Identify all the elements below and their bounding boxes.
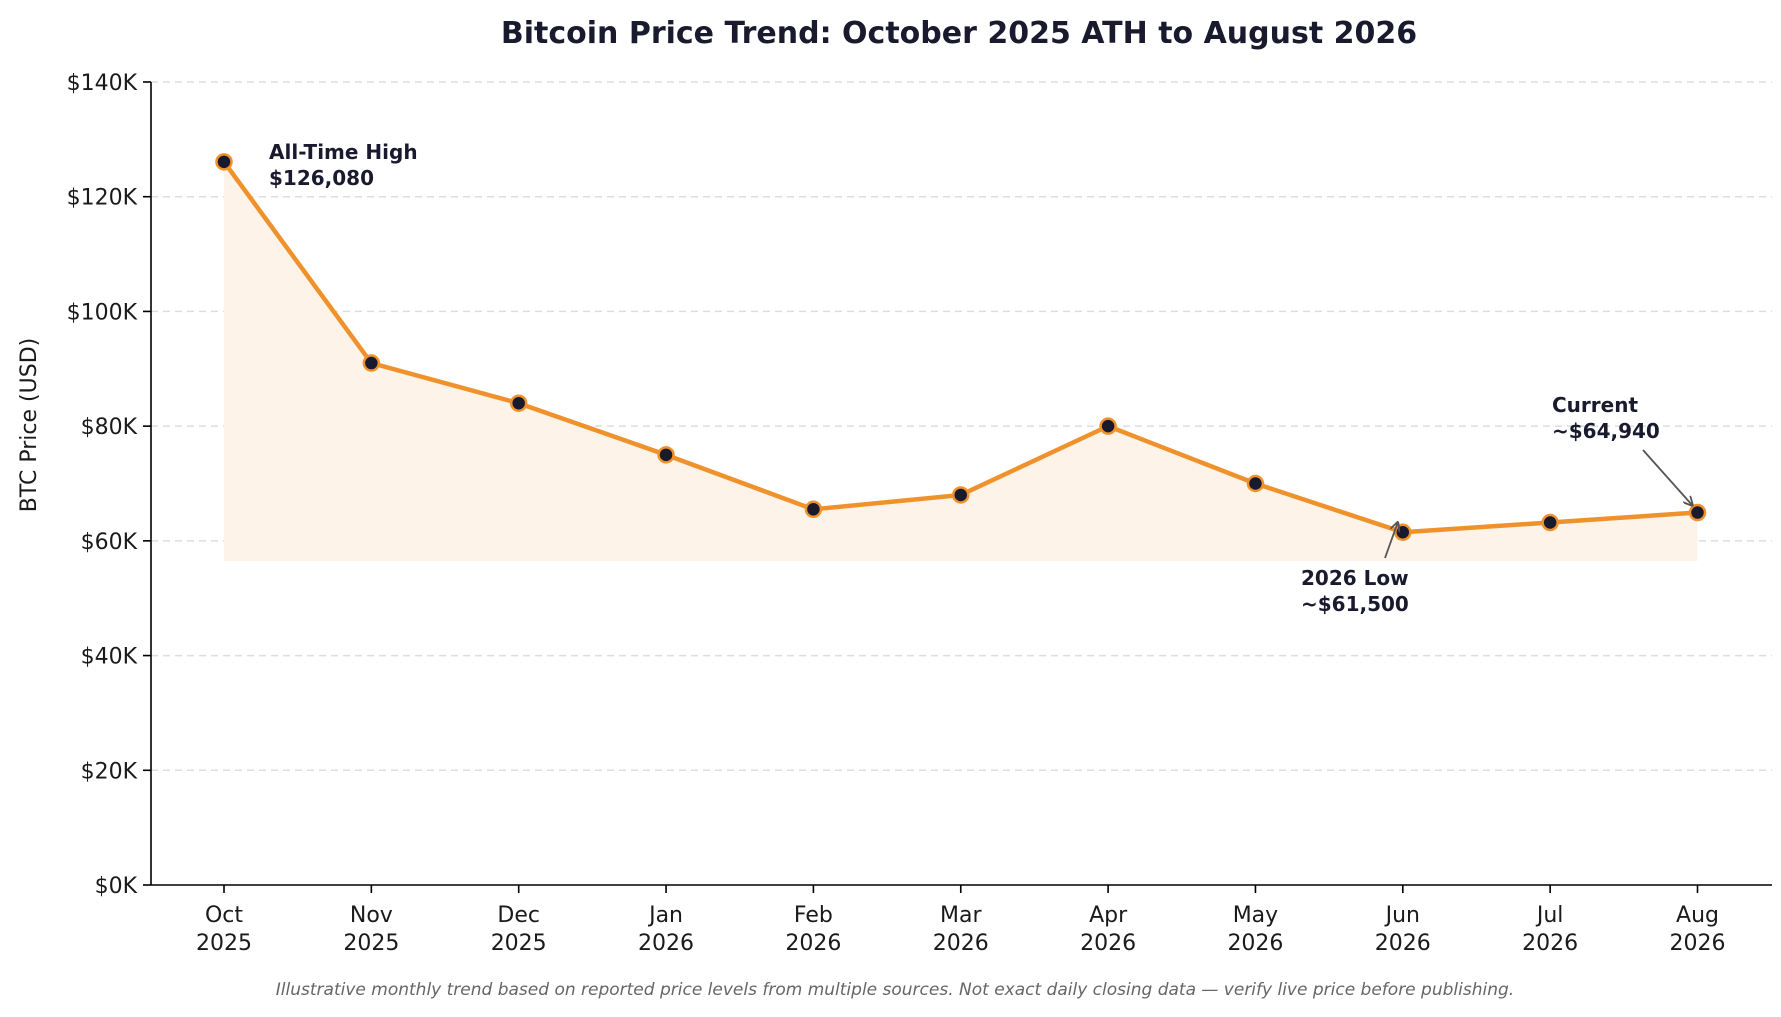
data-point-mar-2026 <box>952 486 970 504</box>
annotation-arrow-10 <box>1642 449 1693 506</box>
data-point-apr-2026 <box>1099 417 1117 435</box>
x-tick-label-year-0: 2025 <box>196 931 252 956</box>
data-point-jun-2026 <box>1394 523 1412 542</box>
x-tick-label-month-8: Jun <box>1384 903 1420 928</box>
y-tick-label-2: $40K <box>81 645 138 670</box>
x-tick-label-month-9: Jul <box>1535 903 1564 928</box>
x-tick-label-year-6: 2026 <box>1080 931 1136 956</box>
x-tick-label-month-0: Oct <box>205 903 243 928</box>
footnote: Illustrative monthly trend based on repo… <box>276 980 1514 1000</box>
x-tick-label-year-2: 2025 <box>491 931 547 956</box>
annotation-10-line-1: ~$64,940 <box>1552 419 1660 443</box>
annotation-8-line-0: 2026 Low <box>1301 566 1409 590</box>
y-axis-ticks: $0K $20K $40K $60K $80K $100K $120K $140K <box>67 71 151 899</box>
area-fill-layer <box>224 161 1698 561</box>
x-tick-label-month-7: May <box>1233 903 1278 928</box>
data-point-jan-2026 <box>657 446 675 464</box>
y-tick-label-0: $0K <box>95 874 138 899</box>
x-tick-label-month-2: Dec <box>497 903 540 928</box>
annotation-arrow-8 <box>1384 522 1398 559</box>
y-tick-label-6: $120K <box>67 186 138 211</box>
y-tick-label-1: $20K <box>81 759 138 784</box>
x-tick-label-year-7: 2026 <box>1227 931 1283 956</box>
y-tick-label-7: $140K <box>67 71 138 96</box>
data-point-nov-2025 <box>362 354 381 372</box>
data-point-oct-2025 <box>215 153 233 171</box>
annotation-0-line-1: $126,080 <box>269 166 374 190</box>
data-point-aug-2026 <box>1688 503 1707 522</box>
x-tick-label-year-5: 2026 <box>933 931 989 956</box>
x-tick-label-month-10: Aug <box>1676 903 1719 928</box>
x-tick-label-year-4: 2026 <box>785 931 841 956</box>
x-tick-label-year-10: 2026 <box>1670 931 1726 956</box>
data-point-feb-2026 <box>804 500 823 519</box>
chart-title: Bitcoin Price Trend: October 2025 ATH to… <box>501 16 1417 51</box>
annotation-0-line-0: All-Time High <box>269 140 418 164</box>
x-axis-ticks: Oct 2025 Nov 2025 Dec 2025 Jan 2026 Feb 2026 Mar 20… <box>196 885 1726 956</box>
data-point-may-2026 <box>1246 474 1265 493</box>
annotations: All-Time High$126,080 2026 Low~$61,500 Cur… <box>269 140 1693 616</box>
price-area-fill <box>224 161 1698 561</box>
data-markers <box>215 153 1707 542</box>
annotation-10-line-0: Current <box>1552 393 1638 417</box>
y-tick-label-5: $100K <box>67 300 138 325</box>
y-axis-label: BTC Price (USD) <box>17 338 42 512</box>
y-tick-label-4: $80K <box>81 415 138 440</box>
data-point-dec-2025 <box>509 394 528 412</box>
annotation-8-line-1: ~$61,500 <box>1301 592 1409 616</box>
x-tick-label-year-1: 2025 <box>343 931 399 956</box>
x-tick-label-year-9: 2026 <box>1522 931 1578 956</box>
data-point-jul-2026 <box>1541 513 1559 532</box>
x-tick-label-month-4: Feb <box>794 903 833 928</box>
x-tick-label-year-8: 2026 <box>1375 931 1431 956</box>
x-tick-label-month-5: Mar <box>940 903 982 928</box>
y-tick-label-3: $60K <box>81 530 138 555</box>
x-tick-label-month-3: Jan <box>647 903 683 928</box>
x-tick-label-month-1: Nov <box>350 903 393 928</box>
x-tick-label-year-3: 2026 <box>638 931 694 956</box>
x-tick-label-month-6: Apr <box>1089 903 1128 928</box>
